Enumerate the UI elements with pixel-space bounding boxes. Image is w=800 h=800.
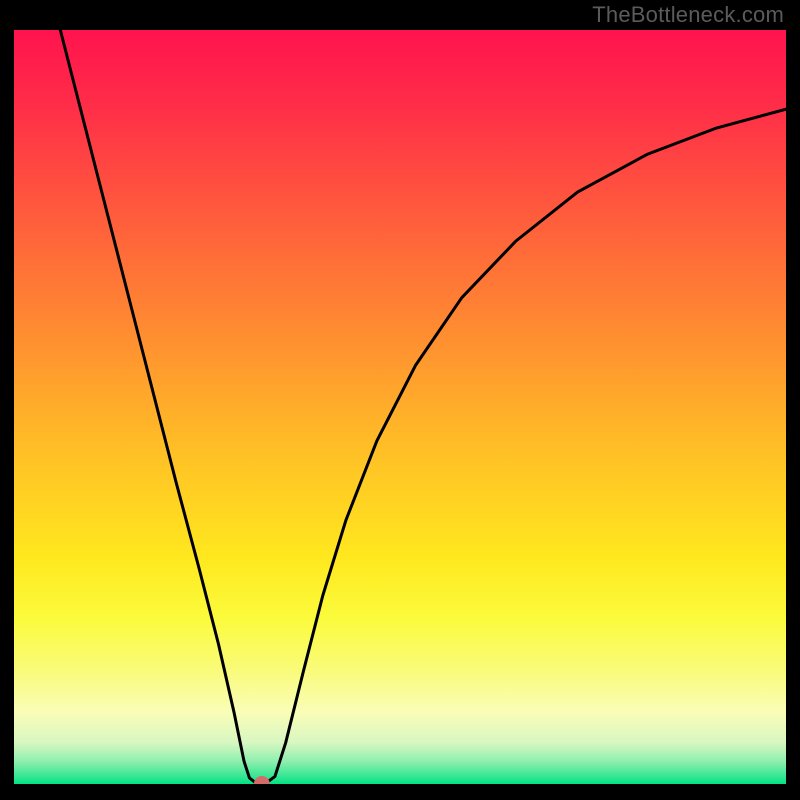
watermark-text: TheBottleneck.com [592, 2, 784, 28]
chart-frame: TheBottleneck.com [0, 0, 800, 800]
chart-svg [14, 30, 786, 784]
gradient-background [14, 30, 786, 784]
plot-area [14, 30, 786, 784]
